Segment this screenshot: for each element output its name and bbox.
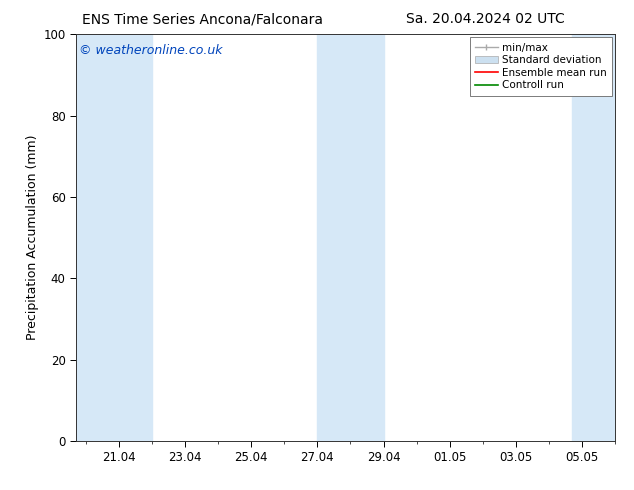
Y-axis label: Precipitation Accumulation (mm): Precipitation Accumulation (mm) [26, 135, 39, 341]
Text: © weatheronline.co.uk: © weatheronline.co.uk [79, 45, 223, 57]
Legend: min/max, Standard deviation, Ensemble mean run, Controll run: min/max, Standard deviation, Ensemble me… [470, 37, 612, 96]
Bar [318, 34, 384, 441]
Text: Sa. 20.04.2024 02 UTC: Sa. 20.04.2024 02 UTC [406, 12, 564, 26]
Bar [76, 34, 152, 441]
Bar [572, 34, 615, 441]
Text: ENS Time Series Ancona/Falconara: ENS Time Series Ancona/Falconara [82, 12, 323, 26]
